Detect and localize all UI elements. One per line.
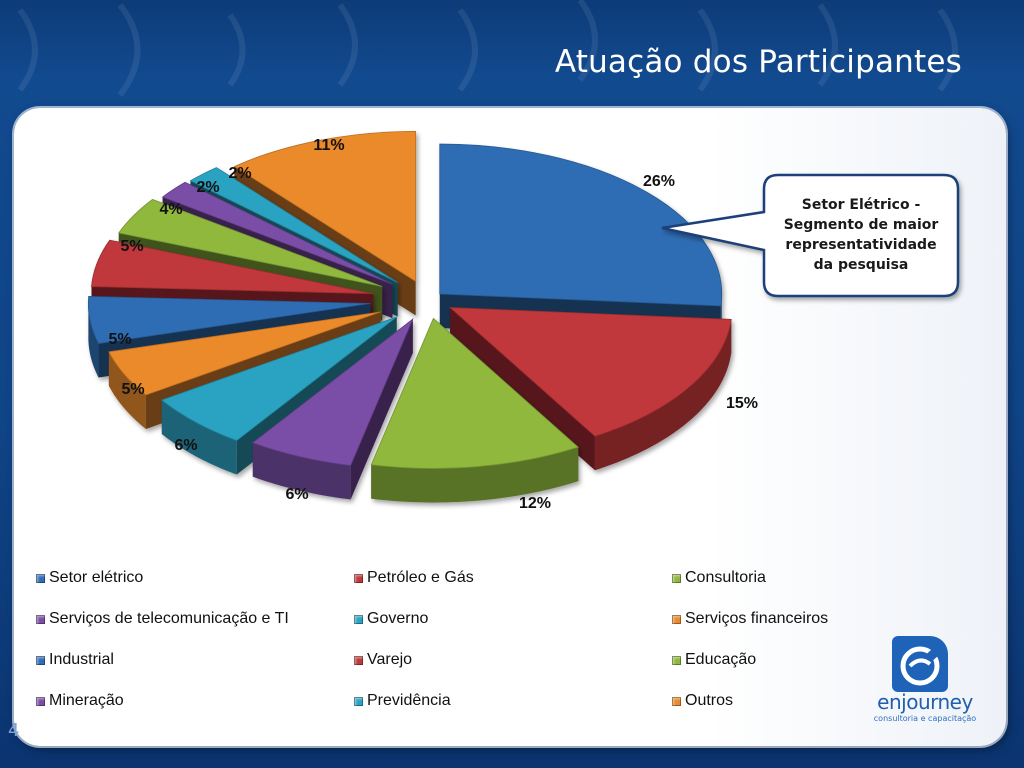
legend-label: Educação [685, 651, 757, 668]
legend-swatch [672, 655, 681, 665]
legend-label: Consultoria [685, 569, 766, 586]
legend-swatch [36, 655, 45, 665]
data-label-11: 11% [313, 137, 344, 154]
legend-label: Petróleo e Gás [367, 569, 474, 586]
legend-swatch [36, 614, 45, 624]
legend-item: Educação [672, 649, 862, 671]
legend-swatch [354, 655, 363, 665]
legend-swatch [36, 573, 45, 583]
data-label-10: 2% [228, 165, 251, 182]
data-label-3: 6% [285, 486, 308, 503]
callout-bubble [661, 173, 960, 298]
logo-tagline: consultoria e capacitação [873, 714, 977, 723]
data-label-4: 6% [174, 437, 197, 454]
legend-swatch [36, 696, 45, 706]
pie-slice-3 [252, 317, 414, 500]
legend-swatch [354, 614, 363, 624]
legend-label: Varejo [367, 651, 413, 668]
legend-item: Industrial [36, 649, 354, 671]
legend-swatch [354, 573, 363, 583]
data-label-5: 5% [121, 381, 144, 398]
legend-label: Industrial [49, 651, 114, 668]
legend-item: Mineração [36, 690, 354, 712]
legend-item: Setor elétrico [36, 567, 354, 589]
legend-label: Outros [685, 692, 734, 709]
callout-text: Setor Elétrico - Segmento de maior repre… [783, 197, 939, 273]
legend-item: Serviços de telecomunicação e TI [36, 608, 354, 630]
legend-swatch [672, 696, 681, 706]
legend-swatch [672, 614, 681, 624]
legend-label: Serviços financeiros [685, 610, 829, 627]
legend-item: Consultoria [672, 567, 862, 589]
company-logo: enjourney consultoria e capacitação [872, 634, 978, 724]
legend-label: Serviços de telecomunicação e TI [49, 610, 289, 627]
pie-slice-2 [370, 317, 580, 503]
legend-swatch [672, 573, 681, 583]
logo-mark-icon [892, 636, 948, 692]
data-label-0: 26% [643, 173, 675, 190]
legend-item: Previdência [354, 690, 672, 712]
legend-label: Mineração [49, 692, 124, 709]
legend-label: Governo [367, 610, 429, 627]
data-label-7: 5% [120, 238, 143, 255]
data-label-6: 5% [108, 331, 131, 348]
data-label-1: 15% [726, 395, 758, 412]
data-label-8: 4% [159, 201, 182, 218]
legend-item: Serviços financeiros [672, 608, 862, 630]
data-label-9: 2% [196, 179, 219, 196]
data-label-2: 12% [519, 495, 551, 512]
page-number: 4 [8, 720, 20, 741]
legend-label: Setor elétrico [49, 569, 144, 586]
legend-swatch [354, 696, 363, 706]
slide-title: Atuação dos Participantes [554, 44, 962, 80]
logo-wordmark: enjourney [877, 690, 973, 714]
legend-item: Governo [354, 608, 672, 630]
legend-item: Varejo [354, 649, 672, 671]
legend-item: Petróleo e Gás [354, 567, 672, 589]
legend-label: Previdência [367, 692, 451, 709]
chart-legend: Setor elétrico Petróleo e Gás Consultoria S… [36, 567, 866, 712]
legend-item: Outros [672, 690, 862, 712]
